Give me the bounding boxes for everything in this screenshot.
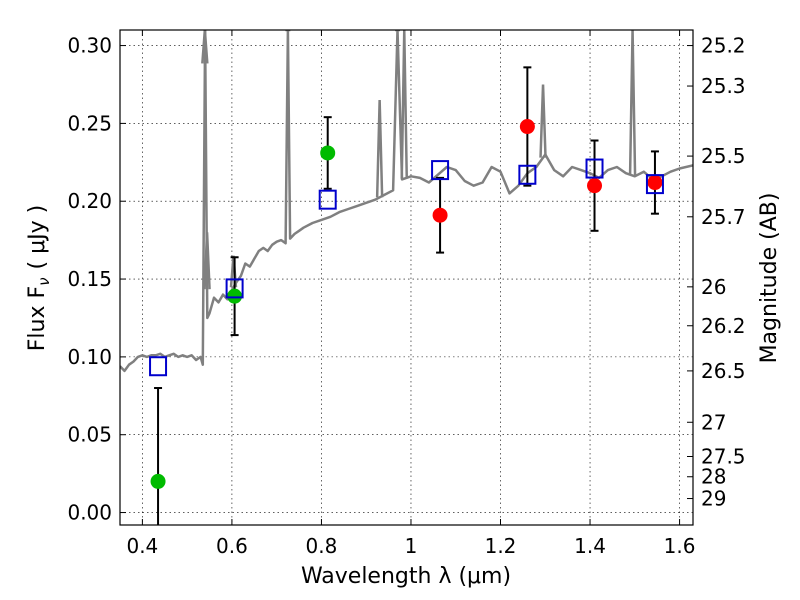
model-spectrum-line [120,30,693,373]
model-photometry-square [431,160,450,181]
y-tick-label: 0.30 [67,34,112,58]
emission-spike [201,30,209,64]
x-tick-label: 0.4 [126,534,158,558]
x-tick-label: 1 [405,534,418,558]
green-data-point [150,473,166,489]
green-data-point [227,288,243,304]
y2-tick-label: 29 [701,487,726,511]
y-tick-label: 0.15 [67,267,112,291]
model-spectrum [120,30,693,373]
red-data-point [587,178,603,194]
model-photometry-square [149,356,168,377]
green-data-point [320,145,336,161]
model-photometry-square [318,189,337,210]
y2-tick-label: 25.7 [701,205,746,229]
red-data-point [647,175,663,191]
y-tick-label: 0.20 [67,189,112,213]
emission-spike [203,232,211,290]
y-axis-label: Flux Fν( μJy ) [25,205,53,351]
x-tick-label: 1.2 [485,534,517,558]
y2-tick-label: 27 [701,410,726,434]
emission-spike [375,100,384,198]
data-markers [149,119,664,489]
y2-tick-label: 25.3 [701,74,746,98]
x-tick-label: 1.6 [664,534,696,558]
y2-tick-label: 26.2 [701,314,746,338]
y2-tick-label: 26 [701,275,726,299]
x-axis-label: Wavelength λ (μm) [301,564,511,589]
y2-tick-label: 26.5 [701,359,746,383]
emission-spike [539,84,547,158]
y-axis: 0.00 0.05 0.10 0.15 0.20 0.25 0.30 [67,34,126,525]
y2-axis-label: Magnitude (AB) [757,193,782,364]
y2-tick-label: 27.5 [701,445,746,469]
emission-spike [400,30,409,179]
red-data-point [519,119,535,135]
y-tick-label: 0.05 [67,423,112,447]
emission-spike [628,30,637,176]
x-tick-label: 1.4 [574,534,606,558]
red-data-point [432,207,448,223]
model-photometry-square [518,164,537,185]
y2-tick-label: 28 [701,465,726,489]
model-photometry-square [645,174,664,195]
y2-tick-label: 25.5 [701,144,746,168]
plot-frame [119,29,694,526]
model-photometry-square [225,278,244,299]
model-photometry-square [585,158,604,179]
x-tick-label: 0.6 [216,534,248,558]
y-tick-label: 0.10 [67,345,112,369]
x-tick-label: 0.8 [306,534,338,558]
y-tick-label: 0.00 [67,501,112,525]
y-tick-label: 0.25 [67,111,112,135]
x-axis: 0.4 0.6 0.8 1 1.2 1.4 1.6 [126,30,695,558]
y2-tick-label: 25.2 [701,34,746,58]
